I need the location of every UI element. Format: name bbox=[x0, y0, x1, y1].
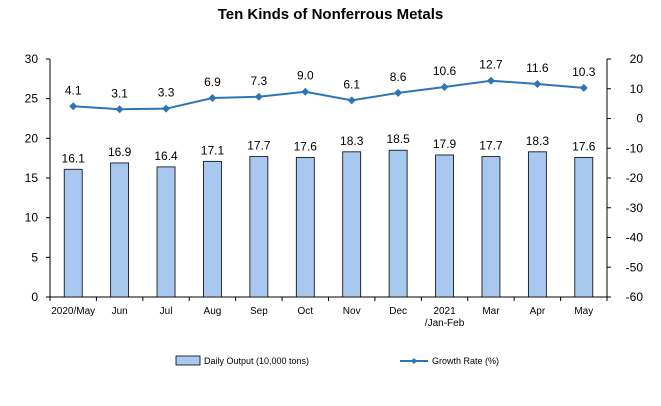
bar-data-label: 17.9 bbox=[433, 137, 457, 151]
y-right-tick-label: -40 bbox=[626, 231, 644, 245]
growth-point bbox=[533, 79, 542, 88]
bar bbox=[63, 168, 83, 298]
growth-data-label: 8.6 bbox=[390, 70, 407, 84]
growth-data-label: 7.3 bbox=[251, 74, 268, 88]
y-left-tick-label: 20 bbox=[25, 131, 39, 145]
x-tick-label: Jul bbox=[160, 306, 173, 317]
bar-data-label: 17.1 bbox=[201, 143, 225, 157]
y-right-tick-label: -60 bbox=[626, 290, 644, 304]
y-right-tick-label: -10 bbox=[626, 141, 644, 155]
growth-point bbox=[347, 96, 356, 105]
x-tick-label: Dec bbox=[389, 306, 407, 317]
bar bbox=[203, 160, 222, 298]
bar-data-label: 18.3 bbox=[526, 134, 550, 148]
growth-point bbox=[440, 82, 449, 91]
growth-point bbox=[486, 76, 495, 85]
growth-point bbox=[301, 87, 310, 96]
growth-data-label: 3.1 bbox=[111, 86, 128, 100]
bar-data-label: 17.7 bbox=[247, 139, 271, 153]
x-tick-label: Aug bbox=[204, 306, 222, 317]
bar bbox=[249, 156, 269, 298]
bar-data-label: 17.7 bbox=[479, 139, 503, 153]
x-tick-label: Apr bbox=[530, 306, 546, 317]
legend-label-line: Growth Rate (%) bbox=[432, 356, 499, 366]
y-right-tick-label: -20 bbox=[626, 171, 644, 185]
bar-data-label: 17.6 bbox=[294, 139, 318, 153]
x-tick-label: 2020/May bbox=[51, 306, 95, 317]
chart-title: Ten Kinds of Nonferrous Metals bbox=[217, 6, 444, 23]
x-tick-label: Jun bbox=[112, 306, 128, 317]
x-tick-label: Oct bbox=[298, 306, 314, 317]
bar bbox=[527, 151, 547, 298]
bar-data-label: 17.6 bbox=[572, 139, 596, 153]
y-right-tick-label: 0 bbox=[636, 112, 643, 126]
bar-data-label: 18.5 bbox=[386, 132, 410, 146]
y-right-tick-label: 10 bbox=[630, 82, 644, 96]
growth-data-label: 12.7 bbox=[479, 58, 503, 72]
growth-point bbox=[208, 93, 217, 102]
bar-data-label: 16.9 bbox=[108, 145, 132, 159]
x-tick-label: Sep bbox=[250, 306, 268, 317]
y-right-tick-label: 20 bbox=[630, 52, 644, 66]
y-left-tick-label: 5 bbox=[31, 250, 38, 264]
legend-swatch-marker bbox=[411, 358, 417, 364]
growth-data-label: 4.1 bbox=[65, 83, 82, 97]
growth-data-label: 3.3 bbox=[158, 86, 175, 100]
bar-data-label: 16.4 bbox=[154, 149, 178, 163]
growth-data-label: 6.1 bbox=[343, 77, 360, 91]
growth-point bbox=[579, 83, 588, 92]
growth-point bbox=[162, 104, 171, 113]
bar bbox=[156, 166, 176, 298]
y-left-tick-label: 10 bbox=[25, 211, 39, 225]
growth-data-label: 10.6 bbox=[433, 64, 457, 78]
bar bbox=[481, 156, 501, 298]
y-left-tick-label: 25 bbox=[25, 92, 39, 106]
growth-point bbox=[69, 102, 78, 111]
x-tick-label: May bbox=[574, 306, 593, 317]
x-tick-label: 2021/Jan-Feb bbox=[425, 306, 465, 329]
x-tick-label: Nov bbox=[343, 306, 361, 317]
growth-point bbox=[254, 92, 263, 101]
growth-data-label: 11.6 bbox=[526, 61, 549, 75]
growth-data-label: 9.0 bbox=[297, 69, 314, 83]
growth-line bbox=[73, 79, 584, 111]
bar bbox=[388, 149, 408, 298]
bar-data-label: 18.3 bbox=[340, 134, 364, 148]
growth-point bbox=[394, 88, 403, 97]
y-right-tick-label: -30 bbox=[626, 201, 644, 215]
y-left-tick-label: 0 bbox=[31, 290, 38, 304]
bar bbox=[110, 162, 130, 298]
legend-swatch-bar bbox=[175, 355, 201, 366]
x-tick-label: Mar bbox=[482, 306, 500, 317]
y-left-tick-label: 30 bbox=[25, 52, 39, 66]
bar bbox=[342, 151, 362, 298]
bar bbox=[295, 156, 315, 298]
growth-data-label: 6.9 bbox=[204, 75, 221, 89]
y-right-tick-label: -50 bbox=[626, 260, 644, 274]
growth-point bbox=[115, 105, 124, 114]
growth-data-label: 10.3 bbox=[572, 65, 596, 79]
bar-data-label: 16.1 bbox=[62, 151, 86, 165]
bar bbox=[435, 154, 454, 298]
bar bbox=[574, 156, 594, 298]
legend-label-bar: Daily Output (10,000 tons) bbox=[204, 356, 309, 366]
y-left-tick-label: 15 bbox=[25, 171, 39, 185]
